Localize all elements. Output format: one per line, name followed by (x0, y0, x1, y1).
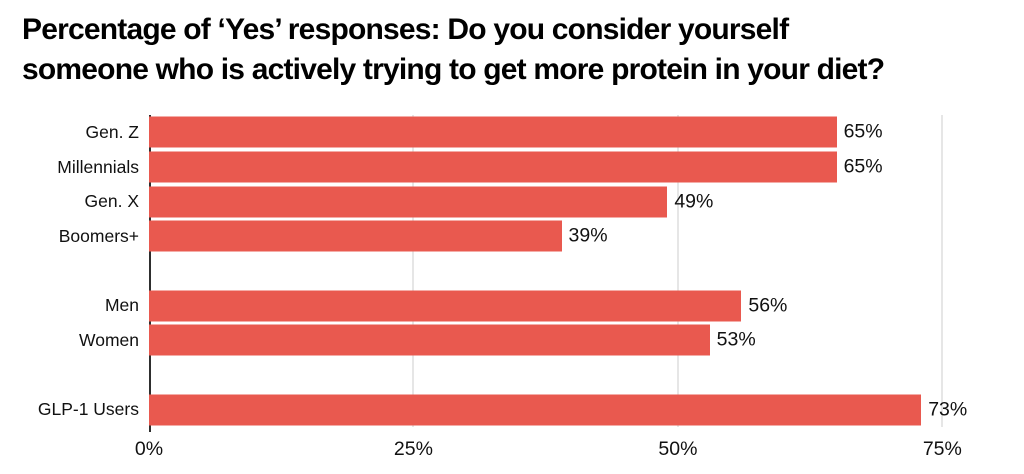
x-axis: 0% 25% 50% 75% (135, 427, 1009, 467)
category-label: Men (104, 295, 139, 316)
plot-rows: Gen. Z 65% Millennials 65% Gen. X 49% Boomers+… (0, 115, 1024, 427)
bar (149, 220, 562, 252)
chart-row: Boomers+ 39% (0, 219, 1024, 254)
category-label: Women (79, 329, 139, 350)
bar-track: 56% (149, 288, 1009, 323)
chart-row: GLP-1 Users 73% (0, 392, 1024, 427)
bar-track: 65% (149, 150, 1009, 185)
category-label: GLP-1 Users (37, 399, 139, 420)
bar-track: 65% (149, 115, 1009, 150)
bar-track: 49% (149, 184, 1009, 219)
bar-value-label: 65% (843, 155, 883, 178)
bar-value-label: 39% (568, 224, 608, 247)
chart-row: Millennials 65% (0, 150, 1024, 185)
bar-value-label: 53% (716, 328, 756, 351)
bar (149, 116, 837, 148)
x-tick-label: 50% (658, 437, 698, 460)
chart-row: Gen. X 49% (0, 184, 1024, 219)
chart-row: Women 53% (0, 323, 1024, 358)
bar (149, 324, 710, 356)
x-tick-label: 0% (134, 437, 164, 460)
category-label: Gen. Z (85, 122, 140, 142)
bar-chart: Gen. Z 65% Millennials 65% Gen. X 49% Boomers+… (0, 115, 1024, 467)
chart-title-line2: someone who is actively trying to get mo… (22, 53, 885, 86)
chart-title: Percentage of ‘Yes’ responses: Do you co… (22, 10, 1006, 90)
bar-value-label: 73% (928, 398, 968, 421)
bar (149, 394, 922, 426)
bar-value-label: 56% (748, 294, 788, 317)
bar-track: 73% (149, 392, 1009, 427)
bar (149, 151, 837, 183)
chart-row-spacer (0, 358, 1024, 393)
x-tick-label: 75% (922, 437, 962, 460)
bar (149, 186, 668, 218)
bar-value-label: 65% (843, 120, 883, 143)
bar-track: 53% (149, 323, 1009, 358)
category-label (0, 254, 149, 289)
category-label (0, 358, 149, 393)
category-label: Boomers+ (58, 225, 139, 246)
chart-title-line1: Percentage of ‘Yes’ responses: Do you co… (22, 13, 789, 46)
bar-track: 39% (149, 219, 1009, 254)
bar-track (149, 358, 1009, 393)
x-tick-label: 25% (393, 437, 433, 460)
chart-row: Gen. Z 65% (0, 115, 1024, 150)
chart-row: Men 56% (0, 288, 1024, 323)
bar (149, 290, 742, 322)
bar-value-label: 49% (674, 190, 714, 213)
category-label: Millennials (57, 156, 139, 177)
category-label: Gen. X (84, 191, 139, 212)
chart-row-spacer (0, 254, 1024, 289)
bar-track (149, 254, 1009, 289)
